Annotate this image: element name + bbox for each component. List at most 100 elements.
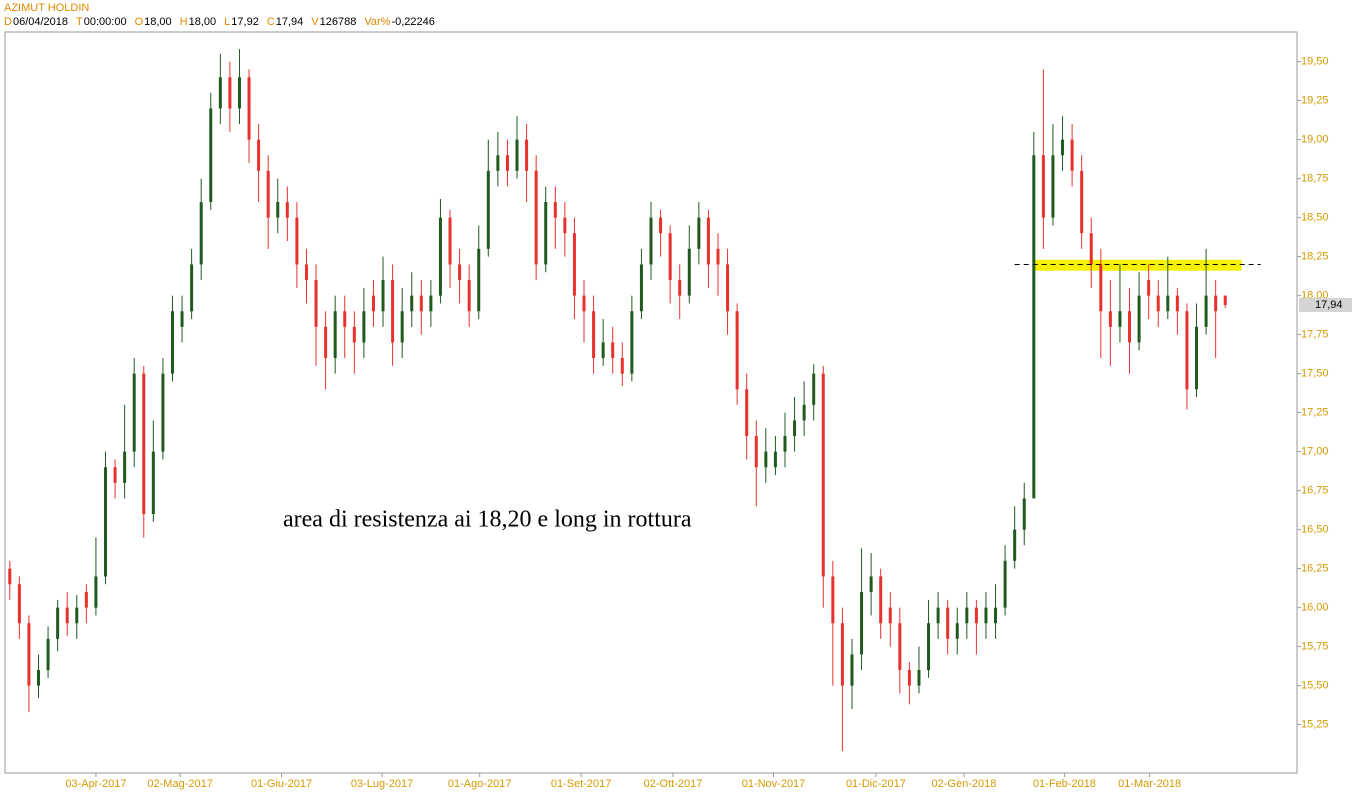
candle-body [1108,311,1112,327]
x-tick-label: 03-Lug-2017 [351,778,413,790]
candle-body [1214,295,1218,312]
candle-body [1099,264,1103,312]
candle-body [994,607,998,624]
candle-body [1022,498,1026,530]
candle-body [218,77,222,109]
candle-body [1175,295,1179,312]
candle-body [630,311,634,374]
candle-body [333,311,337,359]
y-tick-label: 16,50 [1301,524,1329,536]
candle-body [1051,155,1055,218]
candle-body [75,607,79,624]
y-tick-label: 19,25 [1301,95,1329,107]
candle-body [869,576,873,593]
candle-body [381,280,385,312]
y-tick-label: 15,50 [1301,680,1329,692]
candle-body [639,264,643,312]
candle-body [1118,311,1122,327]
candle-body [304,264,308,281]
header-value: 126788 [320,16,357,28]
candle-body [917,670,921,686]
candle-body [1185,311,1189,390]
candle-body [1156,295,1160,312]
header-value: 00:00:00 [84,16,127,28]
candle-body [371,295,375,312]
y-tick-label: 19,50 [1301,56,1329,68]
candle-body [180,311,184,327]
candle-body [276,202,280,218]
y-tick-label: 17,00 [1301,446,1329,458]
candle-body [362,311,366,343]
candle-body [46,638,50,671]
y-tick-label: 16,75 [1301,485,1329,497]
candle-body [907,670,911,686]
candle-body [898,623,902,671]
candle-body [199,202,203,265]
candle-body [649,217,653,265]
candle-body [611,342,615,359]
candle-body [563,217,567,234]
candle-body [103,467,107,577]
candle-body [8,568,12,585]
x-tick-label: 01-Mar-2018 [1118,778,1181,790]
y-tick-label: 15,75 [1301,641,1329,653]
candle-body [1080,170,1084,234]
candle-body [467,280,471,312]
candle-body [668,233,672,281]
candle-body [726,264,730,312]
y-tick-label: 19,00 [1301,134,1329,146]
x-tick-label: 01-Ago-2017 [448,778,512,790]
candle-body [1128,311,1132,343]
candle-body [888,607,892,624]
x-tick-label: 02-Ott-2017 [644,778,703,790]
header-value: 17,92 [231,16,259,28]
candle-body [659,217,663,234]
candle-body [123,451,127,483]
candle-body [161,373,165,452]
y-tick-label: 18,25 [1301,251,1329,263]
header-label: D [4,16,12,28]
header-value: 18,00 [189,16,217,28]
x-tick-label: 03-Apr-2017 [65,778,126,790]
candle-body [601,342,605,359]
candle-body [237,77,241,109]
candle-body [735,311,739,390]
header-label: O [135,16,144,28]
candle-body [438,217,442,296]
candle-body [534,170,538,265]
candle-body [266,170,270,218]
header-value: 17,94 [276,16,304,28]
header-label: T [76,16,83,28]
x-tick-label: 01-Nov-2017 [742,778,806,790]
y-tick-label: 18,50 [1301,212,1329,224]
candle-body [936,607,940,624]
candle-body [1041,155,1045,218]
candle-body [1089,233,1093,265]
candle-body [1147,280,1151,296]
candle-body [745,389,749,437]
candle-body [496,155,500,171]
candle-body [553,202,557,218]
candle-body [17,584,21,624]
header-value: -0,22246 [391,16,434,28]
y-tick-label: 17,75 [1301,329,1329,341]
x-tick-label: 01-Feb-2018 [1033,778,1096,790]
plot-area [4,31,1298,774]
candle-body [505,155,509,171]
candle-body [486,170,490,249]
resistance-band [1033,259,1242,271]
candle-body [697,217,701,249]
candle-body [793,420,797,437]
candle-body [94,576,98,608]
candle-body [946,607,950,639]
candle-body [151,451,155,515]
candle-body [295,217,299,265]
candle-body [678,280,682,296]
candle-body [1003,560,1007,608]
candle-body [228,77,232,109]
candle-body [352,326,356,343]
candle-body [572,233,576,296]
x-tick-label: 01-Set-2017 [551,778,612,790]
candle-body [850,654,854,686]
candle-body [515,139,519,171]
